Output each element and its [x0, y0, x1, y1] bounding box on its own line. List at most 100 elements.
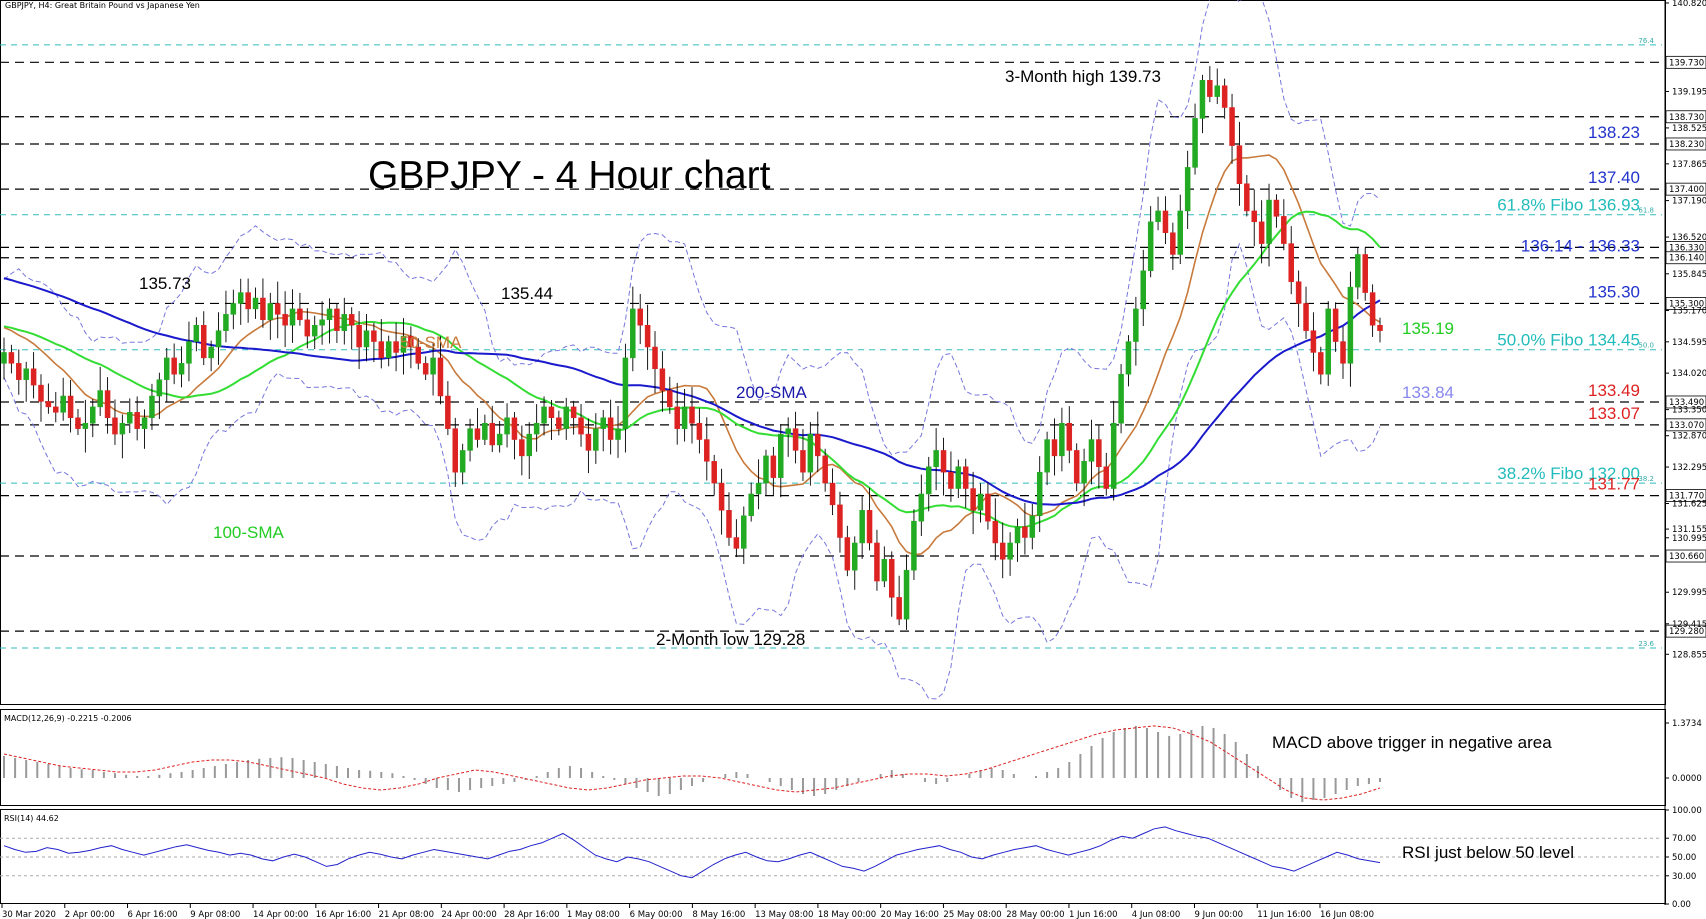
candle-body: [1362, 254, 1368, 293]
level-badge-text: 138.730: [1669, 113, 1704, 123]
candle-body: [733, 537, 740, 549]
candle-body: [237, 292, 244, 304]
rsi-tick-label: 50.00: [1672, 853, 1696, 863]
candle-body: [178, 363, 185, 375]
time-tick-label: 24 Apr 00:00: [441, 910, 496, 919]
candle-body: [319, 319, 325, 326]
level-badge-text: 135.300: [1669, 299, 1704, 309]
candle-body: [252, 297, 259, 310]
candle-body: [940, 450, 947, 473]
level-label: 137.40: [1588, 168, 1640, 187]
candle-body: [134, 412, 140, 429]
time-axis: 30 Mar 2020 2 Apr 00:00 6 Apr 16:00 9 Apr 0…: [1, 904, 1374, 919]
candle-body: [1214, 85, 1220, 97]
level-label: 136.14 - 136.33: [1521, 237, 1640, 256]
candlesticks: [1, 66, 1383, 630]
candle-body: [1273, 199, 1280, 217]
candle-body: [208, 346, 214, 359]
candle-body: [1251, 210, 1257, 223]
candle-body: [348, 314, 355, 326]
candle-body: [644, 324, 651, 348]
candle-body: [526, 433, 532, 457]
fibo-levels: 76.4 61.861.8% Fibo 136.93 50.050.0% Fibo …: [0, 37, 1662, 649]
candle-body: [82, 422, 89, 429]
candle-body: [630, 308, 636, 359]
candle-body: [1310, 330, 1317, 353]
fibo-pct: 76.4: [1638, 37, 1654, 45]
candle-body: [474, 428, 481, 440]
candle-body: [674, 406, 680, 429]
candle-body: [556, 417, 562, 429]
candle-body: [667, 390, 673, 408]
bollinger-bands: [3, 0, 1381, 700]
rsi-tick-label: 30.00: [1672, 872, 1696, 882]
annotation-peak-13573: 135.73: [139, 274, 191, 293]
candle-body: [1014, 526, 1021, 544]
level-badge: [1665, 624, 1706, 638]
candle-body: [800, 450, 806, 473]
fibo-pct: 23.6: [1638, 640, 1654, 648]
candle-body: [1155, 210, 1161, 223]
label-bb-value: 133.84: [1402, 383, 1454, 402]
candle-body: [829, 482, 836, 506]
candle-body: [822, 455, 828, 484]
candle-body: [1044, 439, 1050, 473]
candle-body: [489, 422, 496, 446]
time-tick-label: 18 May 00:00: [818, 910, 876, 919]
level-badge: [1665, 395, 1706, 409]
candle-body: [385, 341, 392, 359]
level-badge: [1665, 110, 1706, 124]
candle-body: [519, 439, 525, 457]
price-tick-label: 140.820: [1672, 0, 1706, 9]
candle-body: [112, 417, 118, 435]
time-tick-label: 16 Apr 16:00: [316, 910, 371, 919]
sma-50-line: [3, 154, 1381, 556]
candle-body: [1303, 303, 1309, 331]
candle-body: [925, 466, 932, 495]
candle-body: [888, 559, 895, 598]
level-badge-text: 129.280: [1669, 627, 1704, 637]
level-badge: [1665, 251, 1706, 265]
candle-body: [1369, 292, 1376, 326]
level-badge-text: 138.230: [1669, 140, 1704, 150]
level-badge: [1665, 182, 1706, 196]
level-badge-text: 130.660: [1669, 552, 1704, 562]
candle-body: [67, 395, 74, 419]
time-tick-label: 14 Apr 00:00: [253, 910, 308, 919]
candle-body: [1177, 210, 1184, 255]
candle-body: [711, 461, 717, 484]
time-tick-label: 8 May 16:00: [692, 910, 745, 919]
candle-body: [393, 341, 399, 353]
time-tick-label: 20 May 16:00: [881, 910, 939, 919]
candle-body: [704, 439, 710, 462]
rsi-tick-label: 100.00: [1672, 806, 1702, 816]
candle-body: [933, 450, 939, 468]
candle-body: [304, 319, 311, 337]
candle-body: [1192, 118, 1198, 168]
candle-body: [141, 417, 148, 429]
price-tick-label: 133.350: [1672, 406, 1706, 416]
candle-body: [1059, 422, 1065, 457]
price-tick-label: 134.595: [1672, 338, 1706, 348]
rsi-header: RSI(14) 44.62: [4, 814, 59, 823]
candle-body: [955, 466, 962, 489]
price-tick-label: 129.995: [1672, 588, 1706, 598]
candle-body: [422, 363, 429, 375]
level-badge: [1665, 137, 1706, 151]
candle-body: [38, 384, 44, 402]
candle-body: [1133, 308, 1139, 342]
level-badge-text: 137.400: [1669, 185, 1704, 195]
candle-body: [918, 493, 925, 522]
candle-body: [90, 406, 96, 424]
level-badge-text: 136.140: [1669, 254, 1704, 264]
candle-body: [215, 330, 222, 348]
candle-body: [970, 488, 976, 511]
bb-upper: [3, 0, 1381, 456]
candle-body: [459, 450, 466, 473]
candle-body: [356, 324, 362, 348]
candle-body: [1207, 80, 1213, 97]
candle-body: [1340, 341, 1346, 364]
candle-body: [1118, 373, 1124, 424]
candle-body: [127, 412, 133, 424]
annotation-3-month-high: 3-Month high 139.73: [1005, 67, 1161, 86]
